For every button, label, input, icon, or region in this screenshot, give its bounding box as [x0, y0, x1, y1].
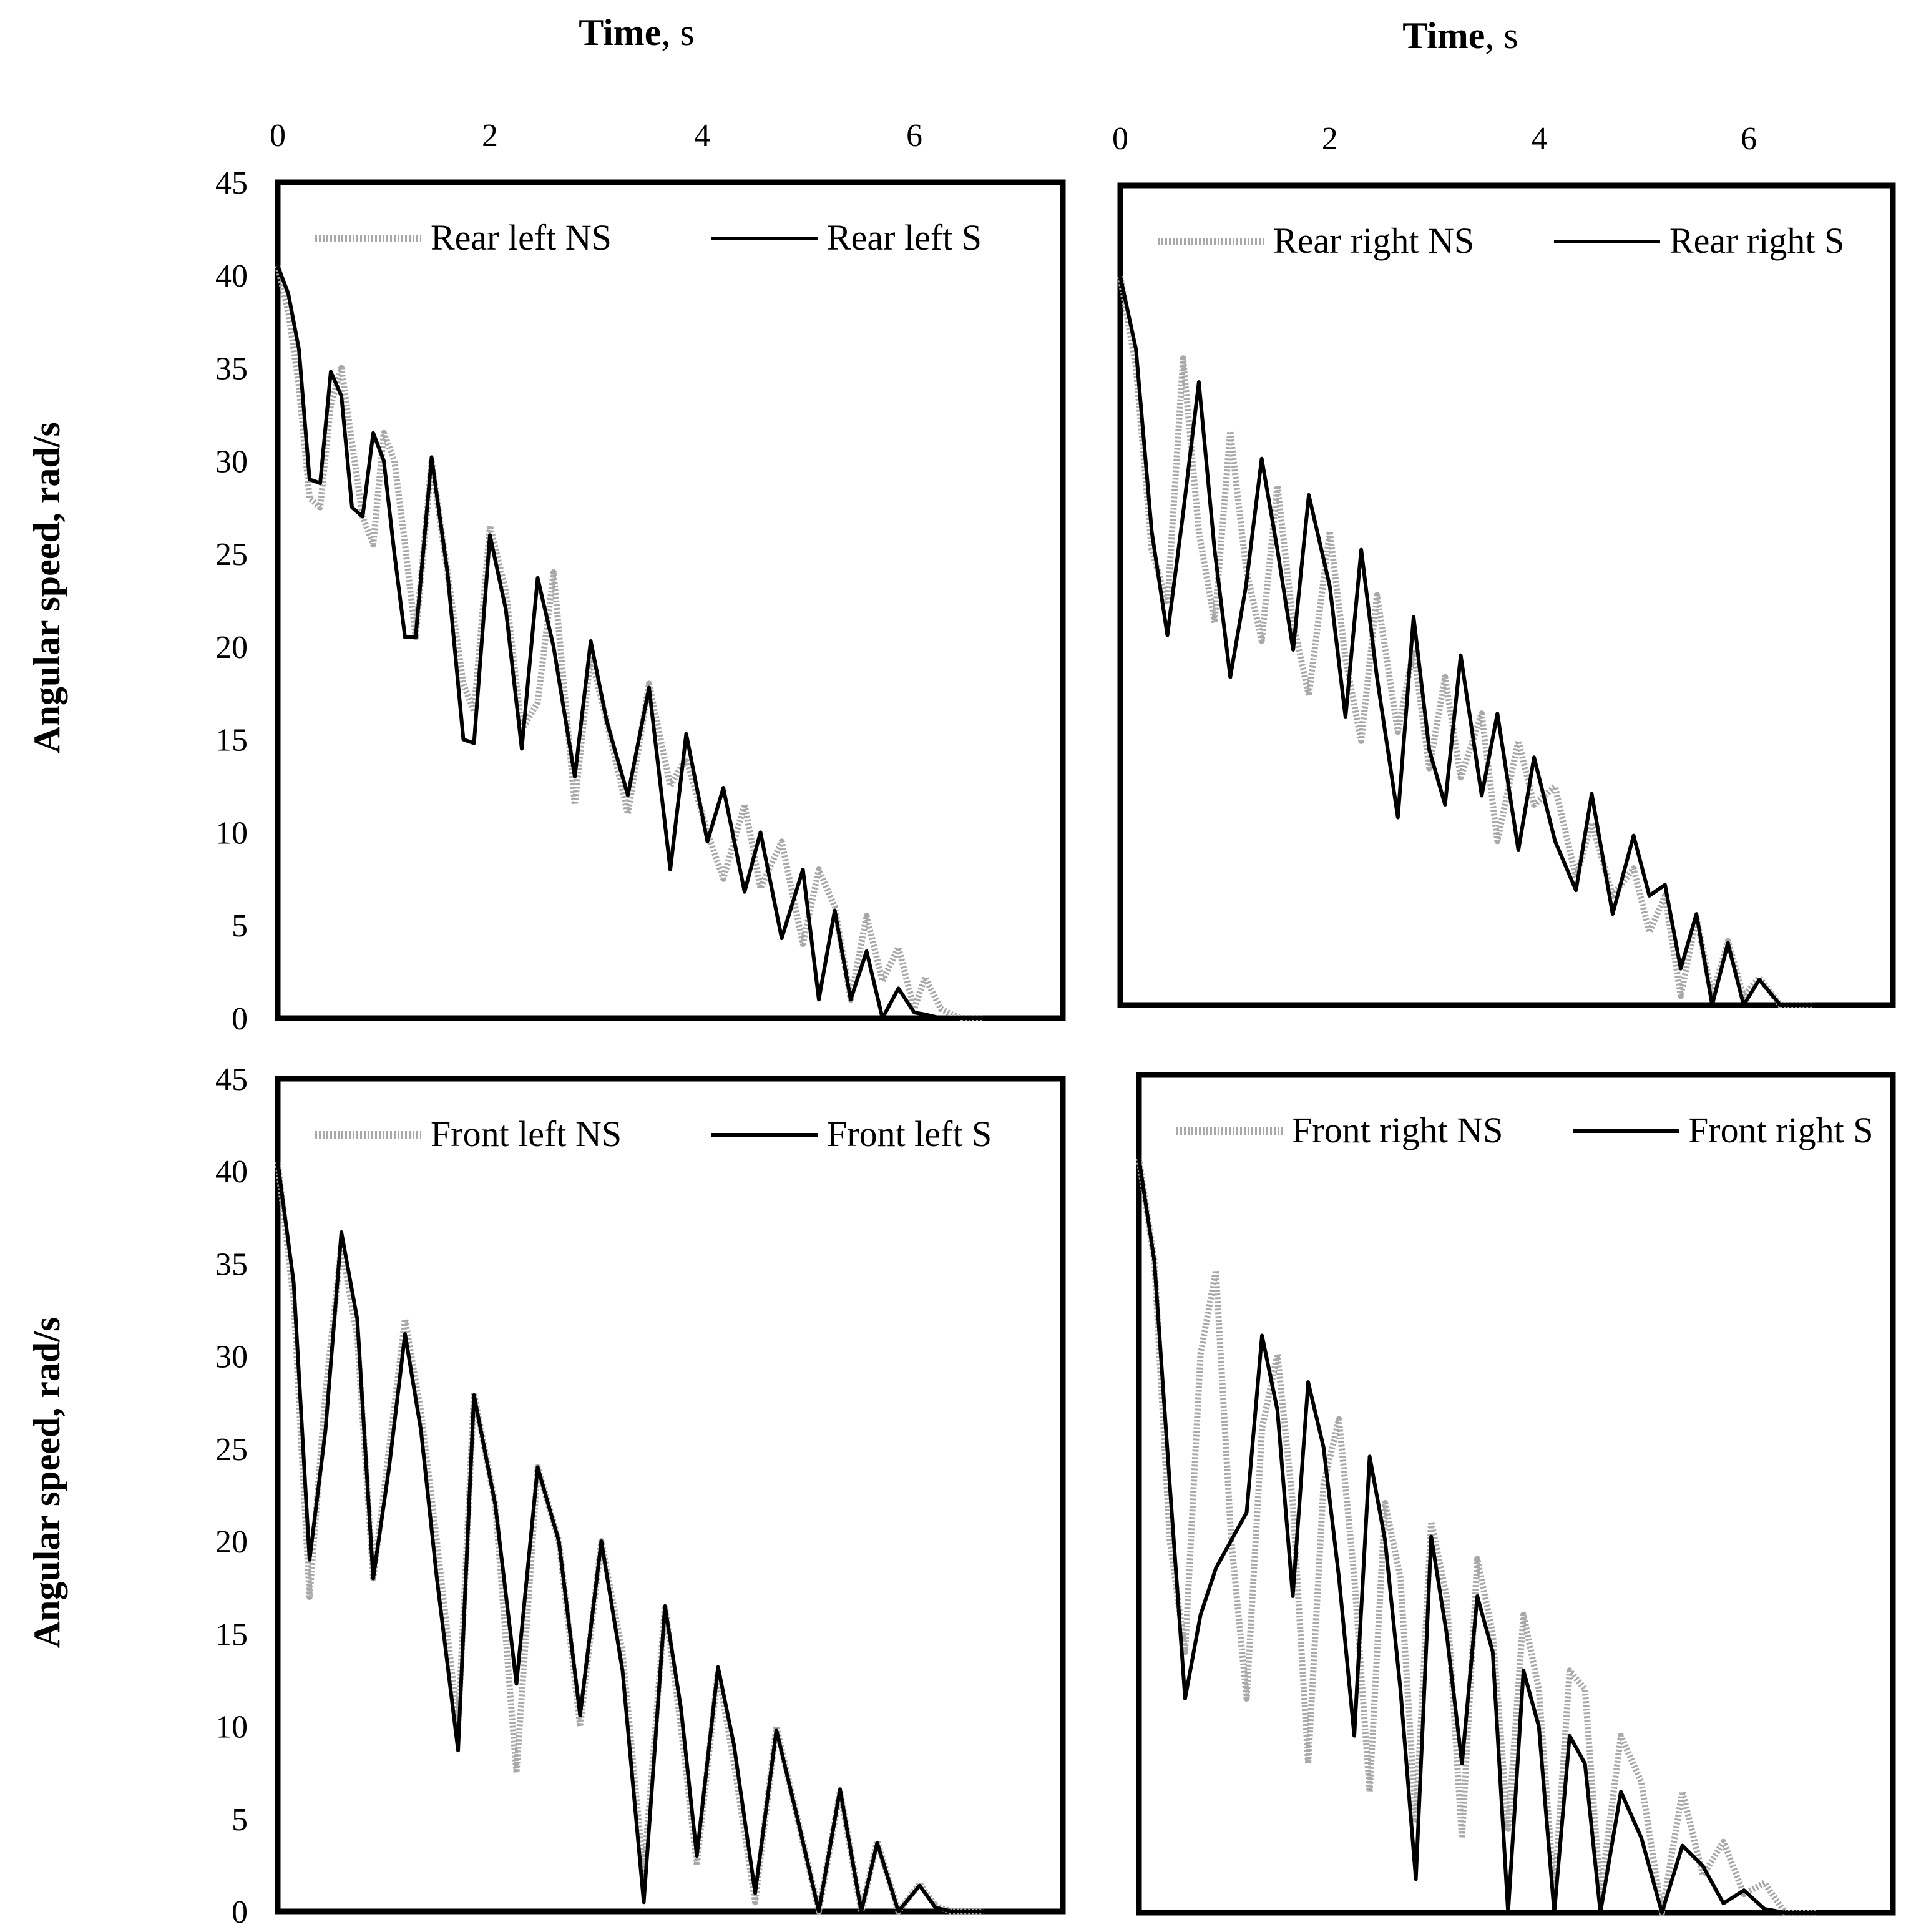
x-tick-label: 6 [1741, 121, 1757, 157]
x-tick-label: 4 [694, 118, 710, 154]
x-axis-title-main: Time [579, 12, 661, 53]
legend-label-s: Rear left S [827, 217, 982, 258]
series-line-s [1118, 276, 1812, 1007]
y-tick-label: 25 [215, 1432, 248, 1468]
y-tick-label: 5 [232, 1802, 248, 1838]
y-axis-title: Angular speed, rad/s [26, 422, 67, 753]
plot-frame [275, 1076, 1066, 1915]
legend-label-ns: Rear left NS [431, 217, 612, 258]
y-axis-title: Angular speed, rad/s [26, 1317, 67, 1649]
y-tick-label: 30 [215, 1340, 248, 1375]
panel-bottom-left: 0 5 10 15 20 25 30 35 40 45 Angular speed, rad/s Fr… [26, 1062, 1066, 1930]
y-tick-label: 0 [232, 1001, 248, 1037]
y-tick-label: 15 [215, 1617, 248, 1652]
x-axis-title: Time, s [579, 12, 695, 53]
series-line-s [1137, 1158, 1816, 1915]
x-axis-title-unit: , s [1485, 15, 1518, 56]
legend-label-s: Front right S [1688, 1110, 1874, 1150]
plot-frame [1136, 1072, 1896, 1916]
x-axis-title-main: Time [1402, 15, 1485, 56]
x-tick-label: 2 [1322, 121, 1338, 157]
panel-bottom-right: Front right NS Front right S [1136, 1072, 1896, 1916]
y-tick-label: 35 [215, 1247, 248, 1282]
y-tick-label: 35 [215, 351, 248, 387]
y-tick-label: 45 [215, 165, 248, 201]
y-tick-label: 20 [215, 1524, 248, 1560]
y-tick-label: 40 [215, 258, 248, 294]
y-tick-label: 45 [215, 1062, 248, 1097]
y-tick-label: 25 [215, 537, 248, 572]
legend-label-ns: Front left NS [431, 1114, 622, 1154]
x-axis-title: Time, s [1402, 15, 1518, 56]
x-tick-label: 0 [270, 118, 286, 154]
y-tick-label: 40 [215, 1154, 248, 1190]
x-tick-label: 2 [482, 118, 498, 154]
x-axis-title-unit: , s [661, 12, 694, 53]
panel-top-left: 0 2 4 6 0 5 10 15 20 25 30 35 40 45 Time, s Angular spe… [26, 12, 1066, 1037]
plot-frame [1117, 182, 1896, 1008]
y-tick-label: 10 [215, 1710, 248, 1745]
y-tick-label: 20 [215, 630, 248, 665]
y-tick-label: 30 [215, 444, 248, 479]
series-line-ns [275, 1161, 984, 1915]
legend-label-s: Front left S [827, 1114, 992, 1154]
x-tick-label: 6 [906, 118, 922, 154]
series-line-ns [275, 265, 984, 1021]
y-tick-label: 15 [215, 723, 248, 758]
legend-label-ns: Front right NS [1292, 1110, 1503, 1150]
legend-label-ns: Rear right NS [1273, 220, 1474, 261]
plot-frame [275, 179, 1066, 1021]
series-line-s [276, 1162, 984, 1913]
y-tick-label: 0 [232, 1895, 248, 1930]
series-line-ns [1136, 1158, 1816, 1916]
panel-top-right: 0 2 4 6 Time, s Rear right NS Rear right S [1112, 15, 1896, 1008]
series-line-s [276, 265, 984, 1020]
y-tick-label: 10 [215, 815, 248, 851]
y-tick-label: 5 [232, 908, 248, 944]
x-tick-label: 0 [1112, 121, 1128, 157]
legend-label-s: Rear right S [1669, 220, 1844, 261]
x-tick-label: 4 [1531, 121, 1547, 157]
